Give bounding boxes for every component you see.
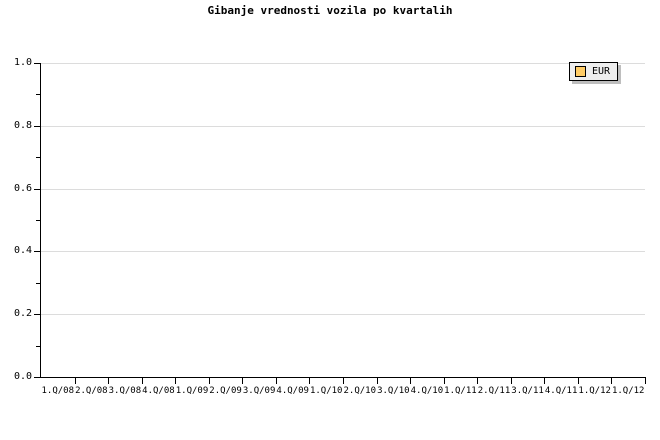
x-axis-tick	[242, 378, 243, 384]
x-axis-tick	[175, 378, 176, 384]
y-axis-tick-minor	[36, 94, 41, 96]
x-axis-tick	[410, 378, 411, 384]
y-axis-tick-label: 0.0	[13, 371, 32, 382]
x-axis-tick	[511, 378, 512, 384]
x-axis-tick-label: 4.Q/08	[142, 386, 175, 396]
y-axis-tick-major	[34, 63, 41, 64]
x-axis-tick-label: 3.Q/08	[108, 386, 142, 396]
x-axis-tick-label: 2.Q/11	[477, 386, 511, 396]
x-axis-tick	[444, 378, 445, 384]
y-axis-tick-major	[34, 188, 41, 190]
y-axis-tick-minor	[36, 282, 41, 284]
y-axis-tick-minor	[36, 157, 41, 159]
gridline-horizontal	[41, 251, 645, 253]
x-axis-tick	[108, 378, 109, 384]
y-axis-tick-label: 0.6	[13, 182, 32, 194]
y-axis-tick-label: 1.0	[13, 57, 32, 68]
chart-title: Gibanje vrednosti vozila po kvartalih	[207, 4, 453, 17]
y-axis-tick-major	[34, 251, 41, 253]
x-axis-tick	[645, 378, 646, 384]
y-axis-tick-label: 0.8	[13, 119, 32, 131]
x-axis-tick-label: 1.Q/11	[444, 386, 477, 396]
gridline-horizontal	[41, 188, 645, 190]
plot-area	[41, 63, 645, 377]
x-axis-tick	[578, 378, 579, 384]
x-axis-tick-label: 4.Q/11	[544, 386, 578, 396]
legend-swatch-eur-icon	[575, 66, 586, 77]
y-axis-tick-major	[34, 377, 41, 378]
x-axis-tick	[343, 378, 344, 384]
x-axis-tick-label: 2.Q/10	[343, 386, 377, 396]
x-axis-tick-label: 4.Q/09	[276, 386, 309, 396]
x-axis-tick	[377, 378, 378, 384]
x-axis-tick-label: 3.Q/11	[511, 386, 544, 396]
x-axis-tick-label: 1.Q/08	[41, 386, 75, 396]
x-axis-tick	[544, 378, 545, 384]
y-axis-tick-minor	[36, 220, 41, 221]
x-axis-tick-label: 1.Q/10	[309, 386, 343, 396]
x-axis-tick-label: 1.Q/12	[578, 386, 611, 396]
x-axis-tick-label: 3.Q/09	[242, 386, 276, 396]
x-axis-tick	[309, 378, 310, 384]
x-axis-tick	[477, 378, 478, 384]
y-axis-tick-minor	[36, 345, 41, 347]
chart-legend[interactable]: EUR	[569, 62, 619, 81]
x-axis-tick-label: 4.Q/10	[410, 386, 444, 396]
gridline-horizontal	[41, 63, 645, 64]
x-axis-tick	[75, 378, 76, 384]
x-axis-tick-label: 1.Q/12	[611, 386, 645, 396]
x-axis-tick-label: 1.Q/09	[175, 386, 209, 396]
gridline-horizontal	[41, 314, 645, 316]
y-axis-tick-major	[34, 125, 41, 127]
x-axis-tick-label: 2.Q/08	[75, 386, 108, 396]
y-axis-tick-label: 0.2	[13, 308, 32, 320]
y-axis-tick-label: 0.4	[13, 245, 32, 257]
x-axis-tick	[142, 378, 143, 384]
y-axis-tick-major	[34, 314, 41, 316]
x-axis-tick	[209, 378, 210, 384]
x-axis-spine	[40, 377, 646, 378]
x-axis-tick	[276, 378, 277, 384]
x-axis-tick-label: 3.Q/10	[377, 386, 410, 396]
x-axis-tick-label: 2.Q/09	[209, 386, 242, 396]
legend-label-eur: EUR	[592, 66, 611, 77]
gridline-horizontal	[41, 125, 645, 127]
x-axis-tick	[611, 378, 612, 384]
